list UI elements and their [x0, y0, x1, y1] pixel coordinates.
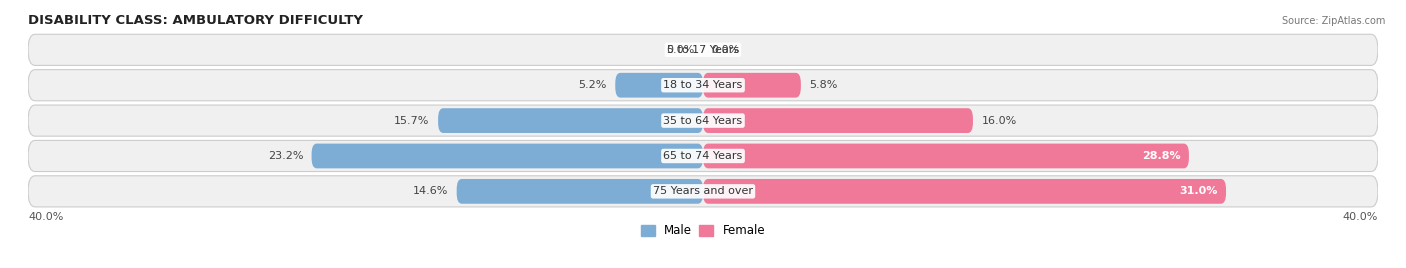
FancyBboxPatch shape — [703, 108, 973, 133]
FancyBboxPatch shape — [28, 105, 1378, 136]
Text: 75 Years and over: 75 Years and over — [652, 186, 754, 196]
Legend: Male, Female: Male, Female — [636, 219, 770, 242]
Text: 0.0%: 0.0% — [711, 45, 740, 55]
Text: 35 to 64 Years: 35 to 64 Years — [664, 116, 742, 126]
Text: 40.0%: 40.0% — [1343, 212, 1378, 222]
Text: 0.0%: 0.0% — [666, 45, 695, 55]
Text: 14.6%: 14.6% — [413, 186, 449, 196]
FancyBboxPatch shape — [616, 73, 703, 98]
Text: 65 to 74 Years: 65 to 74 Years — [664, 151, 742, 161]
Text: 23.2%: 23.2% — [267, 151, 304, 161]
FancyBboxPatch shape — [28, 70, 1378, 101]
Text: 31.0%: 31.0% — [1180, 186, 1218, 196]
FancyBboxPatch shape — [703, 144, 1189, 168]
Text: 5.2%: 5.2% — [578, 80, 607, 90]
Text: 28.8%: 28.8% — [1142, 151, 1181, 161]
Text: Source: ZipAtlas.com: Source: ZipAtlas.com — [1281, 16, 1385, 26]
Text: DISABILITY CLASS: AMBULATORY DIFFICULTY: DISABILITY CLASS: AMBULATORY DIFFICULTY — [28, 14, 363, 27]
Text: 16.0%: 16.0% — [981, 116, 1017, 126]
FancyBboxPatch shape — [312, 144, 703, 168]
FancyBboxPatch shape — [703, 73, 801, 98]
Text: 5 to 17 Years: 5 to 17 Years — [666, 45, 740, 55]
FancyBboxPatch shape — [703, 179, 1226, 204]
FancyBboxPatch shape — [28, 34, 1378, 65]
FancyBboxPatch shape — [28, 140, 1378, 172]
Text: 15.7%: 15.7% — [394, 116, 430, 126]
FancyBboxPatch shape — [439, 108, 703, 133]
FancyBboxPatch shape — [28, 176, 1378, 207]
FancyBboxPatch shape — [457, 179, 703, 204]
Text: 40.0%: 40.0% — [28, 212, 63, 222]
Text: 18 to 34 Years: 18 to 34 Years — [664, 80, 742, 90]
Text: 5.8%: 5.8% — [810, 80, 838, 90]
